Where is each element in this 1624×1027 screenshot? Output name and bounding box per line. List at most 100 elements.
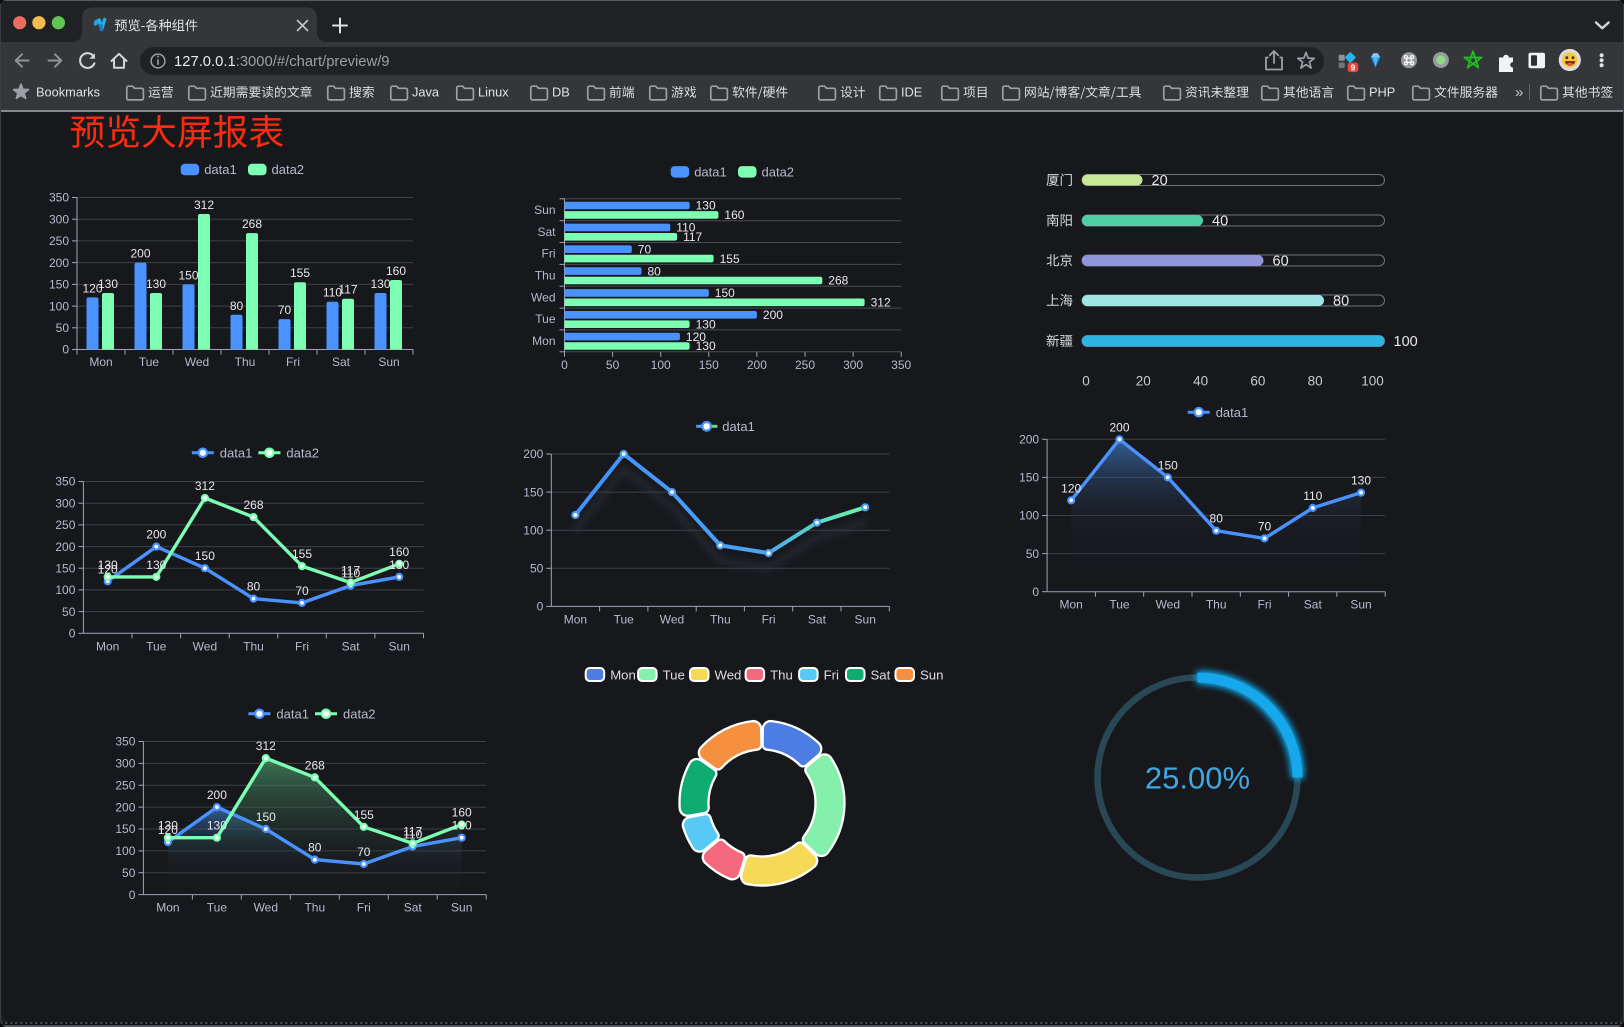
svg-text:Fri: Fri (762, 612, 776, 626)
svg-text:130: 130 (98, 277, 118, 291)
svg-text:300: 300 (115, 757, 135, 771)
svg-text:200: 200 (747, 358, 767, 372)
svg-text:80: 80 (247, 580, 261, 594)
svg-text:50: 50 (530, 562, 544, 576)
svg-text:117: 117 (403, 824, 422, 838)
svg-text:Sun: Sun (1350, 598, 1371, 612)
svg-text:70: 70 (295, 584, 309, 598)
svg-text:130: 130 (146, 558, 166, 572)
svg-text:0: 0 (129, 888, 136, 902)
svg-text:Sat: Sat (342, 639, 361, 653)
svg-text:Wed: Wed (715, 668, 742, 683)
svg-text:Mon: Mon (96, 639, 119, 653)
svg-text:130: 130 (389, 558, 409, 572)
svg-text:350: 350 (55, 475, 75, 489)
svg-text:0: 0 (561, 358, 568, 372)
svg-text:Tue: Tue (614, 612, 635, 626)
svg-text:Thu: Thu (770, 668, 793, 683)
svg-text:Thu: Thu (1206, 598, 1227, 612)
svg-text:Sat: Sat (537, 225, 556, 239)
svg-text:312: 312 (194, 198, 214, 212)
svg-text:PHP: PHP (1369, 85, 1395, 100)
svg-text:130: 130 (696, 339, 716, 353)
svg-text:250: 250 (55, 518, 75, 532)
svg-text:data1: data1 (220, 445, 253, 460)
svg-text:155: 155 (290, 266, 310, 280)
svg-text:80: 80 (230, 299, 244, 313)
svg-text:0: 0 (537, 600, 544, 614)
svg-text:Sat: Sat (332, 355, 351, 369)
svg-text:DB: DB (552, 85, 570, 100)
svg-text:25.00%: 25.00% (1145, 761, 1250, 796)
svg-text:Tue: Tue (663, 668, 685, 683)
svg-text:120: 120 (158, 823, 178, 837)
svg-text:data1: data1 (1216, 405, 1249, 420)
svg-text:350: 350 (49, 191, 69, 205)
svg-text:60: 60 (1273, 253, 1289, 269)
svg-text:250: 250 (115, 778, 135, 792)
svg-text:70: 70 (638, 242, 652, 256)
svg-text:160: 160 (386, 264, 406, 278)
svg-text:120: 120 (1061, 481, 1081, 495)
svg-text:120: 120 (98, 562, 118, 576)
svg-text:Mon: Mon (564, 612, 587, 626)
svg-text:130: 130 (158, 819, 178, 833)
svg-text:130: 130 (207, 819, 227, 833)
svg-text:155: 155 (292, 547, 312, 561)
svg-text:70: 70 (1258, 519, 1272, 533)
svg-text:200: 200 (1109, 420, 1129, 434)
svg-text:130: 130 (1351, 474, 1371, 488)
svg-text:Sat: Sat (808, 612, 827, 626)
svg-text:150: 150 (715, 286, 735, 300)
svg-text:150: 150 (49, 278, 69, 292)
svg-text:150: 150 (699, 358, 719, 372)
svg-text:120: 120 (686, 330, 706, 344)
svg-text:50: 50 (62, 605, 76, 619)
svg-text:160: 160 (389, 545, 409, 559)
svg-text:350: 350 (115, 735, 135, 749)
svg-text:80: 80 (1333, 293, 1349, 309)
svg-text:Wed: Wed (185, 355, 209, 369)
svg-text:200: 200 (49, 256, 69, 270)
svg-text:200: 200 (146, 528, 166, 542)
svg-text:Linux: Linux (478, 85, 509, 100)
svg-text:Wed: Wed (1156, 598, 1180, 612)
svg-text:20: 20 (1136, 374, 1151, 389)
svg-text:117: 117 (341, 564, 360, 578)
svg-text:150: 150 (523, 485, 543, 499)
svg-text:Fri: Fri (1258, 598, 1272, 612)
svg-text:130: 130 (146, 277, 166, 291)
svg-text:150: 150 (178, 268, 198, 282)
svg-text:80: 80 (1308, 374, 1323, 389)
svg-text:200: 200 (207, 788, 227, 802)
svg-text:Bookmarks: Bookmarks (36, 85, 100, 100)
svg-text:0: 0 (62, 343, 69, 357)
svg-text:50: 50 (1026, 547, 1040, 561)
svg-text:50: 50 (606, 358, 620, 372)
svg-text:Thu: Thu (535, 269, 556, 283)
svg-text:data2: data2 (343, 706, 376, 721)
svg-text:312: 312 (871, 296, 891, 310)
svg-text:Fri: Fri (357, 901, 371, 915)
svg-text:Wed: Wed (193, 639, 217, 653)
svg-text:110: 110 (1303, 489, 1322, 503)
svg-text:150: 150 (1158, 458, 1178, 472)
svg-text:data1: data1 (276, 706, 309, 721)
svg-text:300: 300 (843, 358, 863, 372)
svg-text:80: 80 (1210, 512, 1224, 526)
svg-text:Thu: Thu (710, 612, 731, 626)
svg-text:Sun: Sun (920, 668, 943, 683)
svg-text:130: 130 (696, 199, 716, 213)
svg-text:250: 250 (795, 358, 815, 372)
svg-text:Sun: Sun (534, 203, 555, 217)
svg-text:Sat: Sat (404, 901, 423, 915)
svg-text:Mon: Mon (1060, 598, 1083, 612)
svg-text:117: 117 (683, 230, 702, 244)
svg-text:200: 200 (115, 800, 135, 814)
svg-text:200: 200 (763, 308, 783, 322)
svg-text:268: 268 (828, 274, 848, 288)
svg-text:Tue: Tue (535, 312, 556, 326)
svg-text:300: 300 (49, 212, 69, 226)
svg-text:40: 40 (1212, 213, 1228, 229)
svg-text:110: 110 (341, 567, 360, 581)
